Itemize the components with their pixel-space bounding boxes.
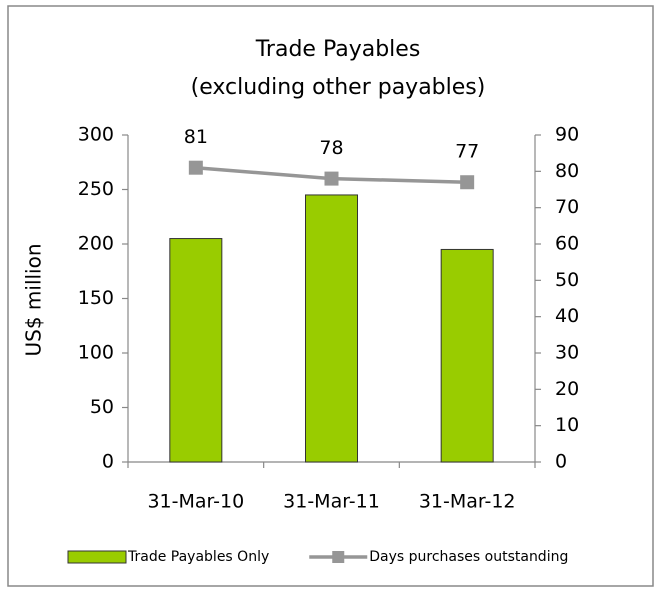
y-tick-label: 200 xyxy=(78,233,114,255)
y2-tick-label: 20 xyxy=(555,378,579,400)
marker xyxy=(460,175,475,190)
y2-tick-label: 90 xyxy=(555,124,579,146)
bar xyxy=(440,248,494,463)
y2-tick-label: 70 xyxy=(555,196,579,218)
x-tick-label: 31-Mar-12 xyxy=(419,491,516,513)
y-tick-label: 100 xyxy=(78,342,114,364)
chart-title: Trade Payables xyxy=(255,37,421,62)
x-tick-label: 31-Mar-10 xyxy=(147,491,244,513)
data-label: 81 xyxy=(184,126,208,148)
y2-tick-label: 50 xyxy=(555,269,579,291)
x-tick-label: 31-Mar-11 xyxy=(283,491,380,513)
y2-tick-label: 30 xyxy=(555,342,579,364)
y-axis-label: US$ million xyxy=(22,243,46,356)
y2-tick-label: 0 xyxy=(555,451,567,473)
y2-tick-label: 60 xyxy=(555,233,579,255)
legend-label: Trade Payables Only xyxy=(127,549,269,565)
y-tick-label: 50 xyxy=(90,396,114,418)
marker xyxy=(324,171,339,186)
legend-swatch xyxy=(332,551,345,563)
data-label: 77 xyxy=(455,141,479,163)
legend-label: Days purchases outstanding xyxy=(369,549,568,565)
marker xyxy=(188,160,203,175)
legend-swatch xyxy=(67,550,127,564)
y2-tick-label: 40 xyxy=(555,305,579,327)
y-tick-label: 150 xyxy=(78,287,114,309)
bar xyxy=(169,238,223,463)
y-tick-label: 250 xyxy=(78,178,114,200)
y2-tick-label: 80 xyxy=(555,160,579,182)
bar xyxy=(305,194,358,463)
chart-title: (excluding other payables) xyxy=(191,75,486,100)
data-label: 78 xyxy=(319,137,343,159)
y-tick-label: 0 xyxy=(102,451,114,473)
y-tick-label: 300 xyxy=(78,124,114,146)
y2-tick-label: 10 xyxy=(555,414,579,436)
